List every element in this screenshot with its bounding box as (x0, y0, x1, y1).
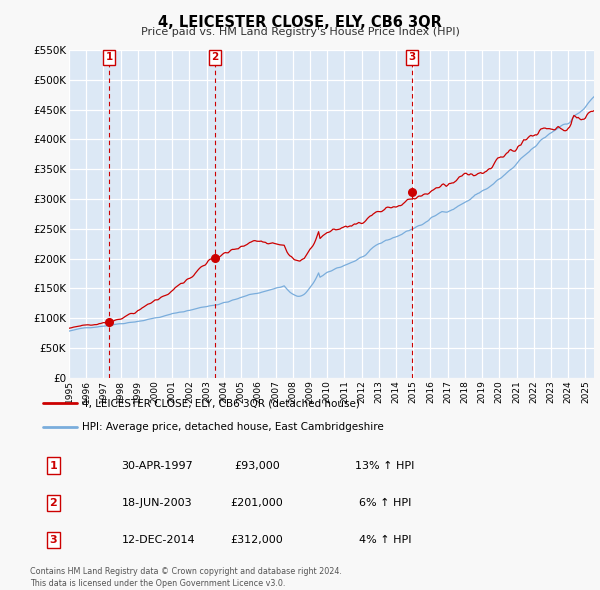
Text: 2: 2 (50, 498, 58, 507)
Text: 3: 3 (409, 53, 416, 63)
Text: 12-DEC-2014: 12-DEC-2014 (121, 535, 195, 545)
Text: 3: 3 (50, 535, 58, 545)
Text: 4, LEICESTER CLOSE, ELY, CB6 3QR: 4, LEICESTER CLOSE, ELY, CB6 3QR (158, 15, 442, 30)
Text: 4, LEICESTER CLOSE, ELY, CB6 3QR (detached house): 4, LEICESTER CLOSE, ELY, CB6 3QR (detach… (82, 398, 360, 408)
Text: 13% ↑ HPI: 13% ↑ HPI (355, 461, 415, 470)
Text: 4% ↑ HPI: 4% ↑ HPI (359, 535, 411, 545)
Text: £312,000: £312,000 (230, 535, 283, 545)
Text: HPI: Average price, detached house, East Cambridgeshire: HPI: Average price, detached house, East… (82, 422, 384, 432)
Text: 1: 1 (106, 53, 113, 63)
Text: 30-APR-1997: 30-APR-1997 (121, 461, 193, 470)
Text: 18-JUN-2003: 18-JUN-2003 (121, 498, 192, 507)
Text: £93,000: £93,000 (234, 461, 280, 470)
Text: 1: 1 (50, 461, 58, 470)
Text: £201,000: £201,000 (230, 498, 283, 507)
Text: 6% ↑ HPI: 6% ↑ HPI (359, 498, 411, 507)
Text: Price paid vs. HM Land Registry's House Price Index (HPI): Price paid vs. HM Land Registry's House … (140, 27, 460, 37)
Text: Contains HM Land Registry data © Crown copyright and database right 2024.
This d: Contains HM Land Registry data © Crown c… (30, 568, 342, 588)
Text: 2: 2 (211, 53, 218, 63)
